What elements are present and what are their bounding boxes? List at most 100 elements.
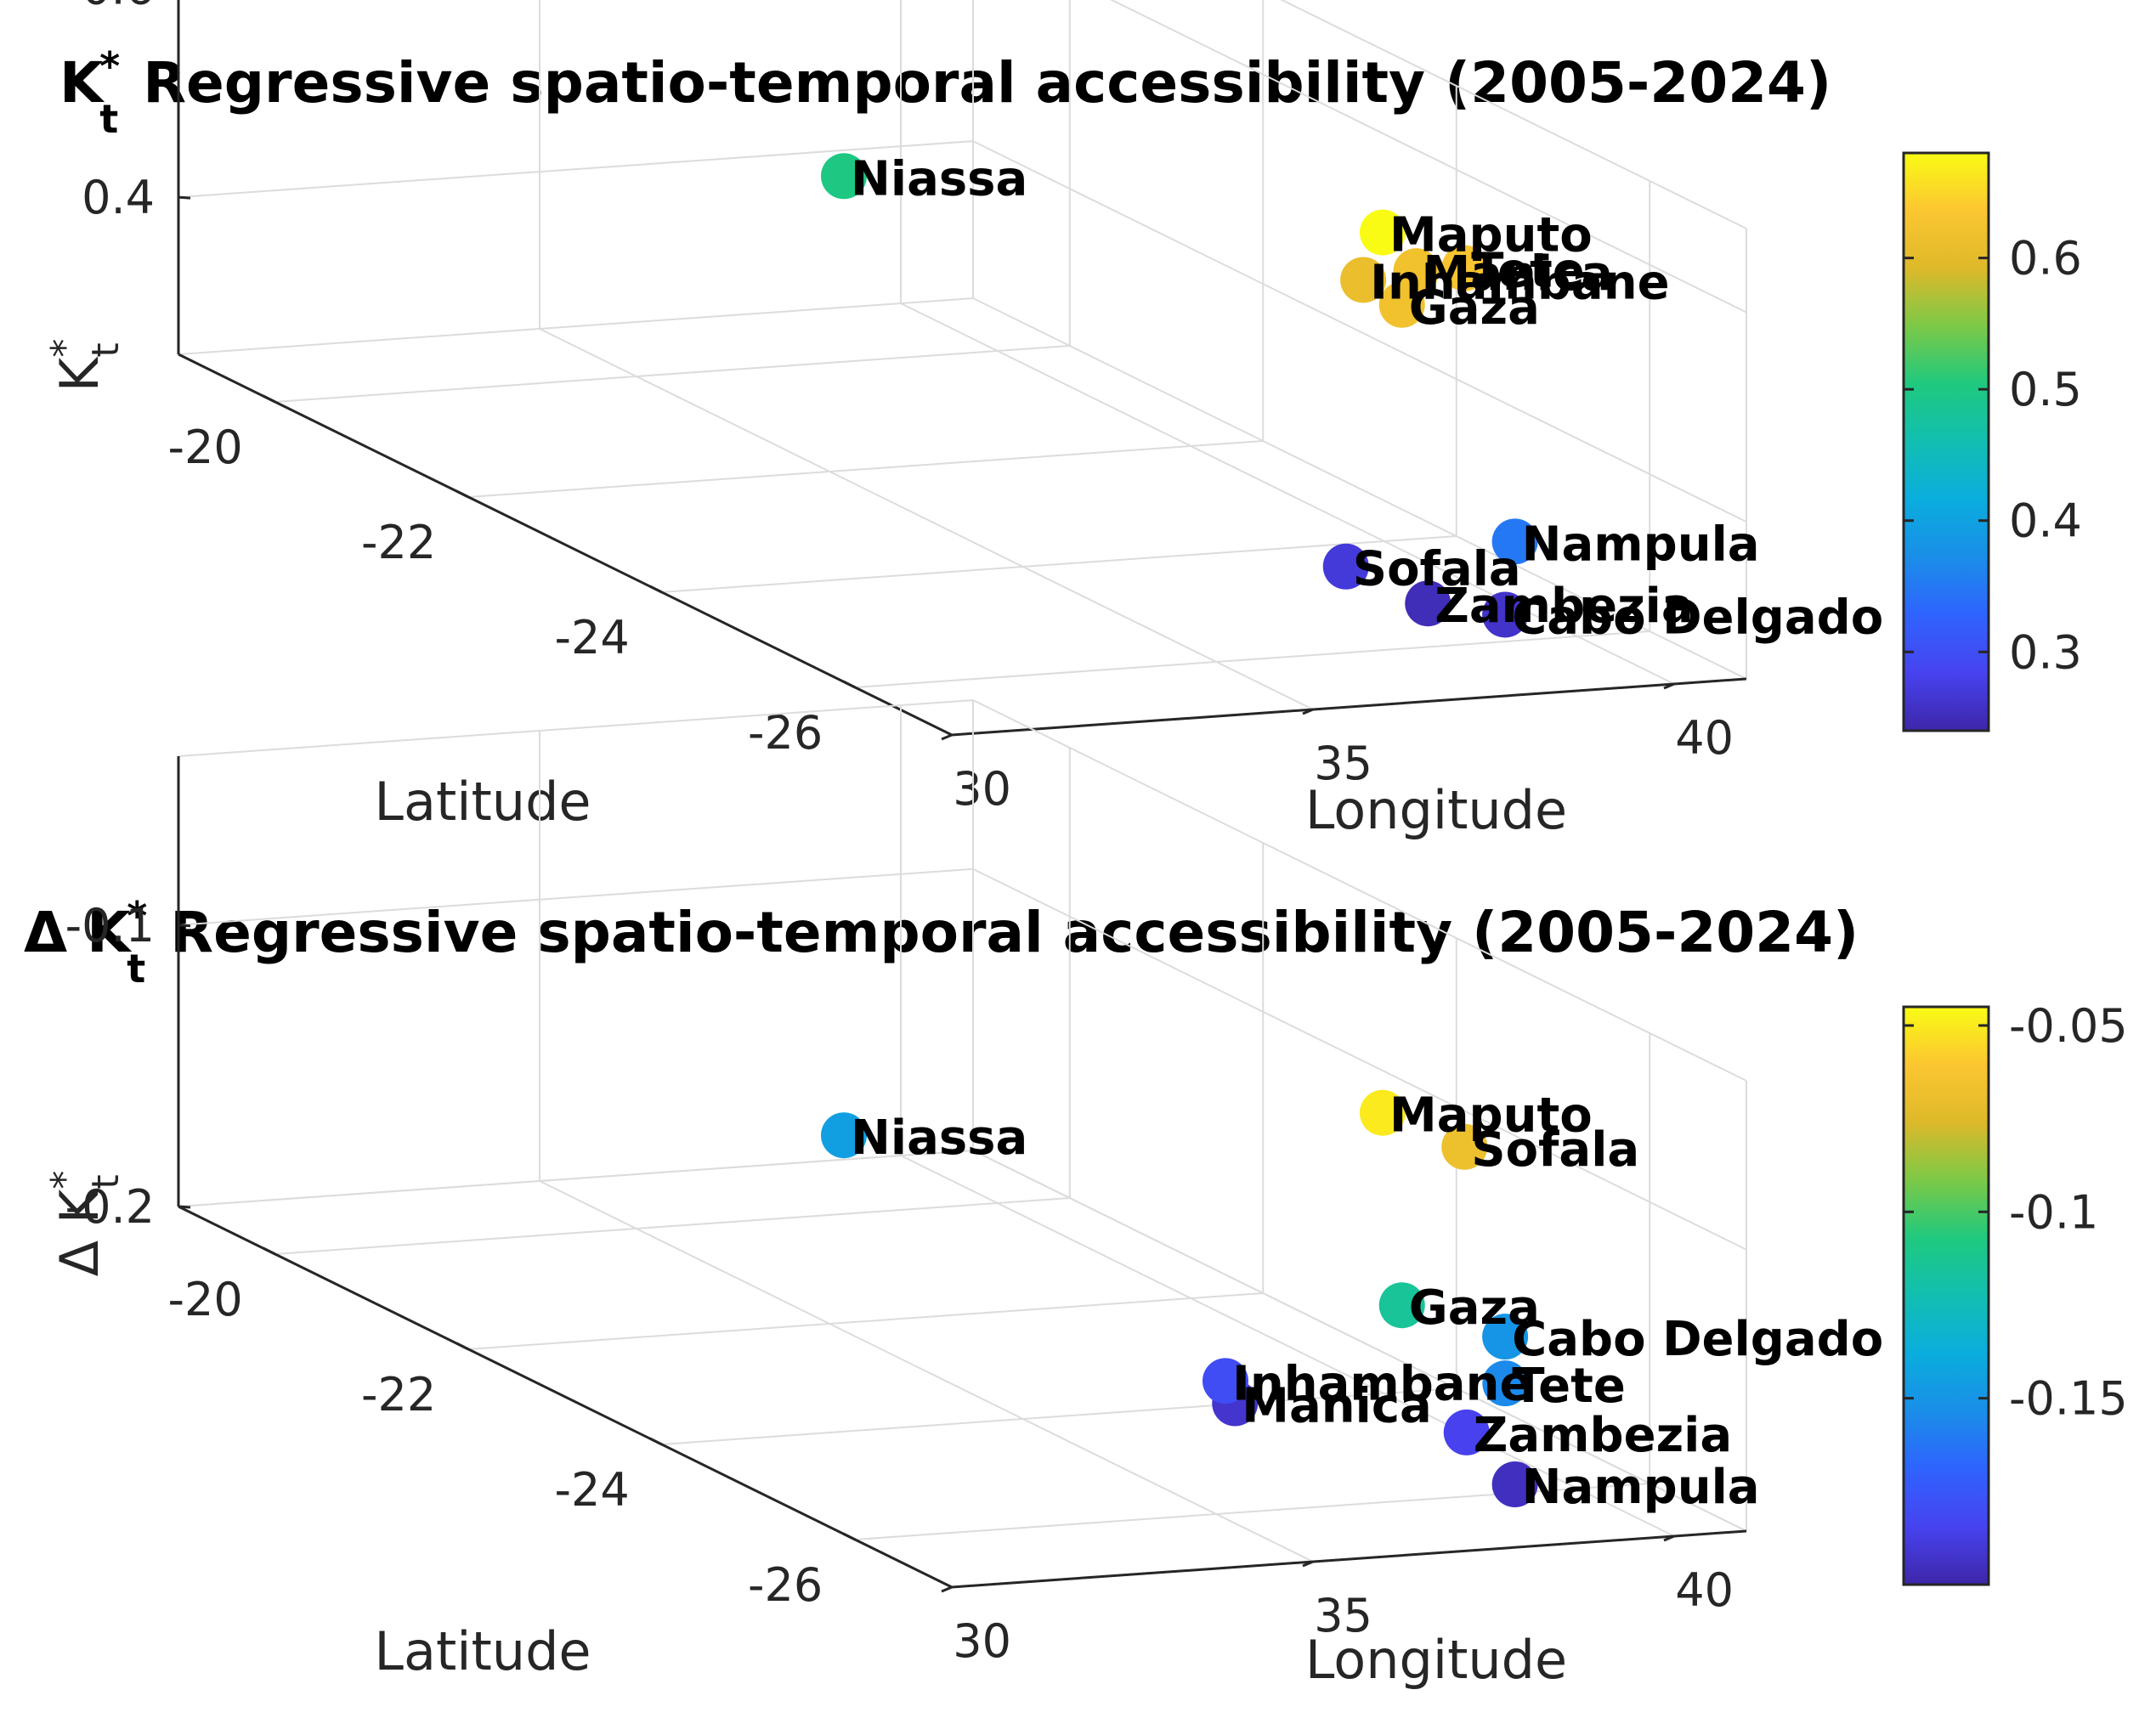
box-edge: [178, 1150, 974, 1207]
colorbar-tick-label: -0.15: [2009, 1372, 2128, 1426]
z-tick-mark: [178, 924, 191, 928]
longitude-tick-mark: [1663, 1534, 1675, 1542]
colorbar: [1902, 1005, 1990, 1586]
longitude-tick-mark: [1302, 708, 1314, 715]
floor-grid-line: [855, 630, 1650, 688]
data-point-tete: [1482, 1360, 1529, 1407]
longitude-tick-label: 40: [1675, 1563, 1734, 1617]
data-label-tete: Tete: [1471, 244, 1585, 299]
data-point-nampula: [1491, 1461, 1538, 1508]
data-label-gaza: Gaza: [1409, 1280, 1540, 1336]
latitude-tick-mark: [263, 394, 276, 404]
data-label-sofala: Sofala: [1353, 542, 1521, 597]
box-edge: [972, 297, 1747, 680]
latitude-tick-label: -24: [555, 1463, 630, 1517]
latitude-tick-label: -20: [168, 421, 243, 474]
data-point-maputo: [1360, 1089, 1406, 1136]
colorbar-tick-label: -0.1: [2009, 1185, 2098, 1239]
data-label-inhambane: Inhambane: [1370, 255, 1669, 310]
longitude-tick-label: 30: [953, 1614, 1011, 1668]
longitude-tick-label: 40: [1675, 711, 1734, 765]
floor-grid-line: [661, 1387, 1457, 1445]
data-label-tete: Tete: [1512, 1359, 1626, 1414]
data-label-manica: Manica: [1242, 1379, 1432, 1434]
longitude-axis-label: Longitude: [1305, 779, 1567, 841]
chart-panel-2: Δ K* t Regressive spatio-temporal accessi…: [24, 699, 2128, 1691]
longitude-axis-line: [951, 1529, 1747, 1589]
data-label-nampula: Nampula: [1522, 517, 1760, 572]
data-label-niassa: Niassa: [851, 151, 1027, 206]
latitude-tick-mark: [649, 1437, 663, 1446]
colorbar-tick-label: 0.5: [2009, 363, 2082, 416]
latitude-tick-mark: [456, 1342, 469, 1351]
z-tick-label: 0.6: [82, 0, 155, 15]
z-tick-label: 0.4: [82, 171, 155, 224]
z-tick-label: -0.1: [65, 899, 155, 952]
data-point-gaza: [1378, 281, 1425, 328]
latitude-tick-label: -24: [555, 611, 630, 664]
longitude-axis-label: Longitude: [1305, 1629, 1567, 1691]
floor-grid-line: [468, 1292, 1264, 1350]
latitude-axis-label: Latitude: [374, 1620, 591, 1682]
data-point-niassa: [821, 1112, 867, 1159]
longitude-tick-mark: [941, 733, 953, 741]
data-label-niassa: Niassa: [851, 1111, 1027, 1166]
floor-grid-line: [900, 302, 1675, 685]
floor-grid-line: [539, 328, 1314, 710]
z-axis-label: Δ K*t: [43, 1171, 127, 1277]
wall-grid-line: [1110, 0, 1747, 314]
data-label-gaza: Gaza: [1409, 280, 1540, 336]
box-edge: [972, 699, 1747, 1082]
data-point-maputo: [1360, 209, 1406, 256]
latitude-tick-mark: [842, 680, 856, 689]
data-point-gaza: [1378, 1282, 1425, 1329]
latitude-tick-mark: [263, 1246, 276, 1256]
colorbar-tick-label: -0.05: [2009, 999, 2128, 1053]
chart-title: K* t Regressive spatio-temporal accessibi…: [59, 43, 1831, 142]
wall-grid-line: [178, 140, 974, 199]
latitude-axis-label: Latitude: [374, 771, 591, 833]
data-point-nampula: [1491, 518, 1538, 565]
wall-grid-line: [178, 868, 974, 926]
latitude-tick-label: -22: [361, 1368, 436, 1421]
data-label-cabo-delgado: Cabo Delgado: [1512, 590, 1883, 645]
box-edge: [972, 1150, 1747, 1532]
data-label-zambezia: Zambezia: [1435, 579, 1693, 634]
data-point-zambezia: [1405, 580, 1451, 627]
data-label-maputo: Maputo: [1389, 1088, 1593, 1144]
data-point-sofala: [1441, 1123, 1488, 1170]
data-label-cabo-delgado: Cabo Delgado: [1512, 1312, 1883, 1367]
data-point-inhambane: [1340, 257, 1387, 303]
z-axis-label: K*t: [43, 339, 127, 393]
latitude-tick-label: -20: [168, 1273, 243, 1326]
box-edge: [178, 297, 974, 355]
box-edge: [1280, 0, 1747, 229]
data-point-cabo-delgado: [1482, 1314, 1529, 1360]
chart-title: Δ K* t Regressive spatio-temporal accessi…: [24, 893, 1859, 992]
colorbar: [1902, 151, 1990, 732]
data-label-manica: Manica: [1423, 246, 1614, 302]
floor-grid-line: [274, 1197, 1070, 1255]
longitude-axis-line: [951, 677, 1747, 737]
z-tick-label: -0.2: [65, 1180, 155, 1234]
colorbar-tick-label: 0.3: [2009, 625, 2082, 679]
latitude-axis-line: [178, 353, 953, 737]
chart-panel-1: K* t Regressive spatio-temporal accessibi…: [43, 0, 2082, 841]
data-label-inhambane: Inhambane: [1232, 1356, 1531, 1411]
latitude-axis-line: [178, 1205, 953, 1589]
data-point-cabo-delgado: [1482, 591, 1529, 638]
floor-grid-line: [661, 535, 1457, 593]
data-label-nampula: Nampula: [1522, 1460, 1760, 1515]
longitude-tick-mark: [1663, 682, 1675, 690]
latitude-tick-mark: [456, 489, 469, 499]
data-label-sofala: Sofala: [1471, 1122, 1639, 1178]
data-point-inhambane: [1202, 1358, 1248, 1404]
colorbar-tick-label: 0.4: [2009, 495, 2082, 548]
longitude-tick-label: 35: [1314, 1589, 1372, 1642]
data-point-niassa: [821, 153, 867, 200]
data-point-tete: [1441, 245, 1488, 291]
floor-grid-line: [468, 440, 1264, 498]
data-point-sofala: [1322, 543, 1369, 590]
latitude-tick-mark: [842, 1532, 856, 1541]
